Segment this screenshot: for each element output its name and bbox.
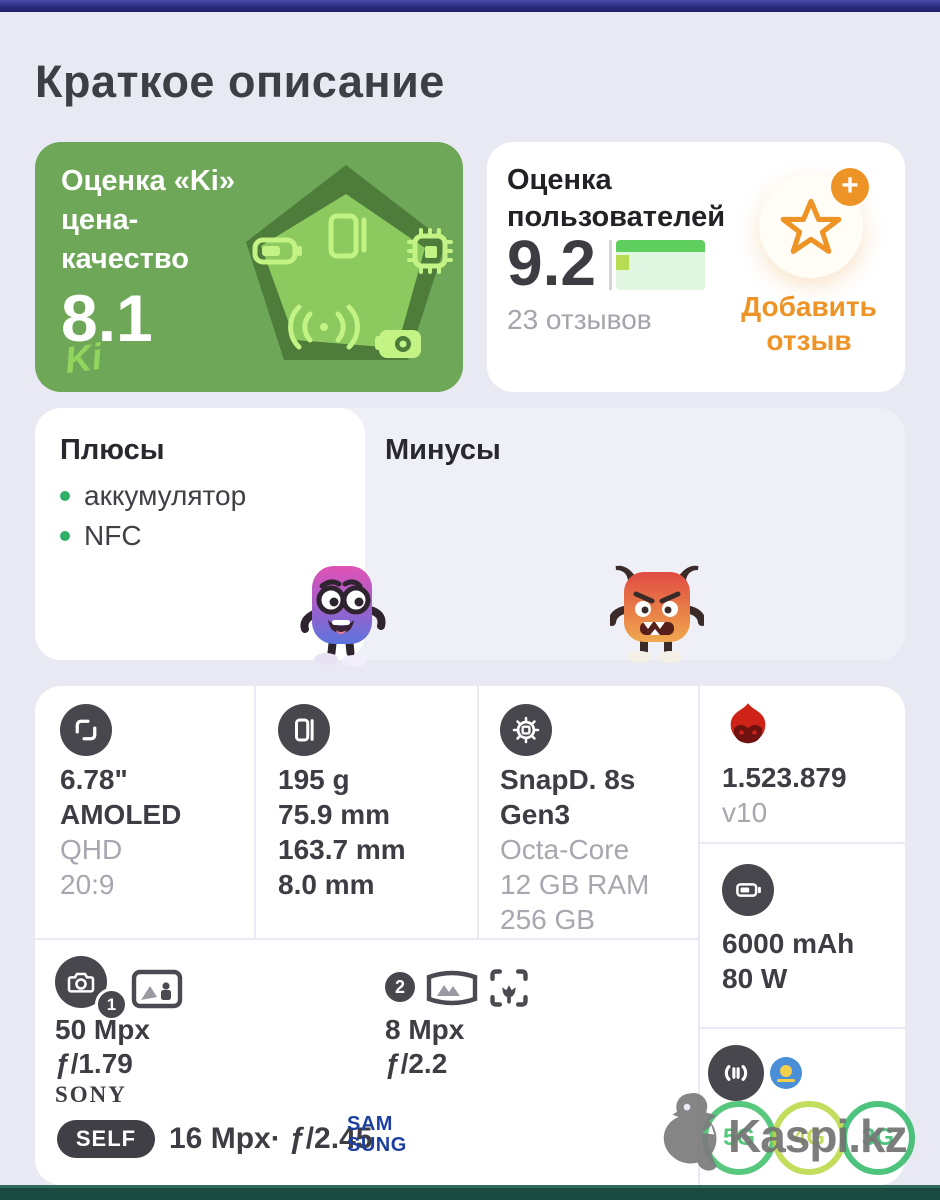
main-camera-aperture: ƒ/1.79 — [55, 1048, 133, 1079]
display-resolution: QHD — [60, 834, 123, 865]
chipset-storage: 256 GB — [500, 904, 595, 935]
bottom-accent-bar — [0, 1185, 940, 1200]
panorama-icon — [426, 970, 478, 1006]
samsung-logo: SAM SUNG — [347, 1113, 407, 1156]
user-rating-title: Оценка пользователей — [507, 164, 726, 233]
top-accent-bar — [0, 0, 940, 12]
kaspi-watermark-text: Kaspi.kz — [728, 1110, 908, 1162]
photo-mode-icon — [131, 969, 183, 1009]
radar-connectivity-icon — [288, 304, 360, 350]
display-panel: AMOLED — [60, 799, 182, 830]
chipset-ram: 12 GB RAM — [500, 869, 650, 900]
ki-logo: Ki — [62, 335, 105, 382]
star-icon — [780, 198, 842, 254]
user-rating-card: Оценка пользователей 9.2 23 отзывов + До… — [487, 142, 905, 392]
wireless-signal-icon — [708, 1045, 764, 1101]
reviews-count[interactable]: 23 отзывов — [507, 304, 652, 335]
spec-display-cell: 6.78" AMOLED QHD 20:9 — [35, 686, 254, 938]
add-review-label[interactable]: Добавить отзыв — [741, 291, 877, 356]
spec-connectivity-cell: 5G 4G 3G — [700, 1029, 915, 1185]
ki-card-title: Оценка «Ki» цена-качество — [61, 165, 235, 275]
wide-camera-aperture: ƒ/2.2 — [385, 1048, 448, 1079]
radar-chipset-icon — [407, 228, 453, 274]
rating-distribution-chart — [609, 240, 705, 290]
chart-area — [616, 252, 705, 290]
kaspi-watermark: Kaspi.kz — [652, 1090, 908, 1182]
selfie-badge: SELF — [57, 1120, 155, 1158]
battery-charging: 80 W — [722, 963, 788, 994]
chipset-cores: Octa-Core — [500, 834, 630, 865]
antutu-version: v10 — [722, 797, 768, 828]
antutu-icon — [730, 703, 766, 744]
kazakhstan-flag-badge — [770, 1057, 802, 1089]
device-height: 163.7 mm — [278, 834, 406, 865]
angry-mascot-icon — [610, 565, 704, 663]
pros-item: NFC — [60, 520, 142, 552]
device-thickness: 8.0 mm — [278, 869, 375, 900]
ki-score-value: 8.1 — [61, 281, 153, 355]
main-camera-mpx: 50 Mpx — [55, 1014, 150, 1045]
chart-axis — [609, 240, 612, 290]
radar-chart — [231, 152, 461, 382]
device-weight: 195 g — [278, 764, 350, 795]
camera-2-badge: 2 — [385, 972, 415, 1002]
ki-score-card[interactable]: Оценка «Ki» цена-качество 8.1 Ki — [35, 142, 463, 392]
antutu-score: 1.523.879 — [722, 762, 847, 793]
bullet-icon — [60, 530, 70, 541]
display-ratio: 20:9 — [60, 869, 115, 900]
chipset-name-line2: Gen3 — [500, 799, 571, 830]
radar-phone-icon — [328, 213, 367, 259]
user-rating-value: 9.2 — [507, 227, 596, 299]
cons-title: Минусы — [385, 434, 501, 466]
happy-mascot-icon — [300, 566, 386, 667]
camera-1-badge: 1 — [95, 988, 128, 1021]
radar-battery-icon — [252, 237, 302, 265]
display-size: 6.78" — [60, 764, 128, 795]
chart-top-bar — [616, 240, 705, 252]
sony-logo: SONY — [55, 1082, 127, 1107]
macro-icon — [490, 969, 528, 1007]
page-title: Краткое описание — [35, 56, 445, 107]
pros-item: аккумулятор — [60, 480, 246, 512]
chipset-name-line1: SnapD. 8s — [500, 764, 636, 795]
radar-camera-icon — [375, 330, 421, 358]
pros-title: Плюсы — [60, 434, 165, 466]
wide-camera-mpx: 8 Mpx — [385, 1014, 465, 1045]
spec-chipset-cell: SnapD. 8s Gen3 Octa-Core 12 GB RAM 256 G… — [479, 686, 698, 938]
spec-battery-cell: 6000 mAh 80 W — [700, 844, 905, 1027]
kaspi-bird-icon — [663, 1092, 717, 1171]
spec-dimensions-cell: 195 g 75.9 mm 163.7 mm 8.0 mm — [256, 686, 477, 938]
dimensions-icon — [278, 704, 330, 756]
chipset-icon — [500, 704, 552, 756]
spec-camera-cell: 1 50 Mpx ƒ/1.79 SONY 2 8 Mpx ƒ/2.2 SELF … — [35, 940, 698, 1185]
battery-icon — [722, 864, 774, 916]
network-badge-3g: 3G — [841, 1101, 915, 1175]
bullet-icon — [60, 490, 70, 501]
plus-icon: + — [831, 168, 869, 206]
spec-antutu-cell: 1.523.879 v10 — [700, 686, 905, 842]
radar-pentagon-icon — [246, 165, 453, 360]
display-size-icon — [60, 704, 112, 756]
add-review-button[interactable]: + — [759, 168, 869, 278]
selfie-specs: 16 Mpx· ƒ/2.45 — [169, 1122, 373, 1155]
battery-capacity: 6000 mAh — [722, 928, 855, 959]
chart-small-bar — [616, 255, 629, 270]
device-width: 75.9 mm — [278, 799, 391, 830]
